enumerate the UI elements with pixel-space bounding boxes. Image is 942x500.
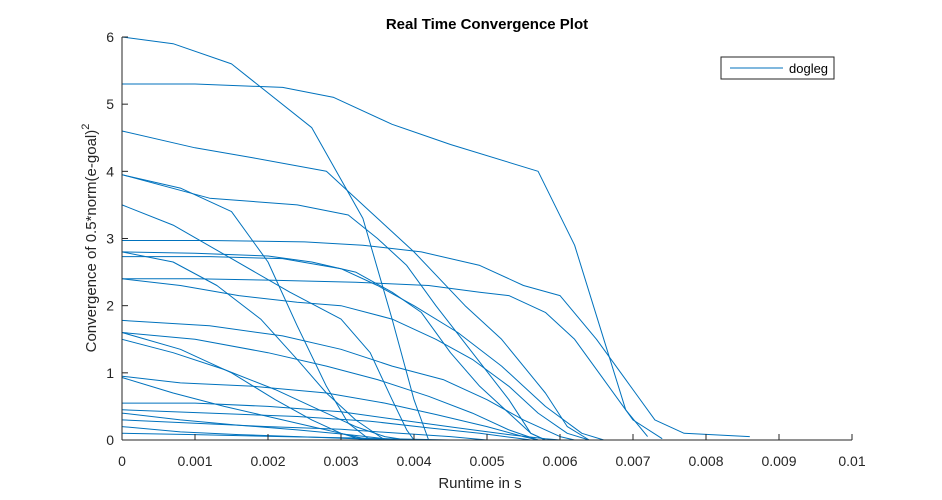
series-line-1 — [121, 36, 430, 441]
series-line-4 — [121, 174, 371, 441]
series-line-3 — [121, 130, 590, 441]
series-line-11 — [122, 278, 663, 440]
x-axis-label: Runtime in s — [438, 475, 521, 492]
legend: dogleg — [720, 56, 835, 80]
y-tick-label: 5 — [106, 96, 114, 112]
series-line-15 — [121, 332, 539, 441]
x-tick-label: 0.009 — [761, 453, 796, 469]
y-axis-label: Convergence of 0.5*norm(e-goal)2 — [80, 124, 100, 353]
series-line-17 — [121, 375, 539, 441]
series-line-8 — [121, 251, 386, 441]
series-line-2 — [122, 83, 648, 437]
series-line-13 — [121, 319, 575, 441]
series-line-12 — [121, 278, 590, 441]
x-tick-label: 0.007 — [615, 453, 650, 469]
series-line-5 — [121, 174, 546, 441]
series-line-18 — [121, 377, 371, 441]
x-tick-label: 0.002 — [250, 453, 285, 469]
y-tick-label: 3 — [106, 231, 114, 247]
y-tick-label: 4 — [106, 163, 114, 179]
chart-title: Real Time Convergence Plot — [386, 16, 588, 33]
series-layer — [121, 36, 750, 441]
series-line-9 — [121, 251, 546, 441]
x-tick-label: 0.01 — [838, 453, 865, 469]
series-line-20 — [121, 409, 531, 441]
x-tick-label: 0.001 — [177, 453, 212, 469]
y-tick-label: 1 — [106, 365, 114, 381]
x-tick-label: 0.004 — [396, 453, 431, 469]
x-tick-label: 0 — [118, 453, 126, 469]
series-line-19 — [122, 402, 561, 441]
series-line-22 — [121, 419, 488, 441]
y-axis-label-superscript: 2 — [80, 124, 92, 130]
x-tick-label: 0.006 — [542, 453, 577, 469]
series-line-16 — [121, 338, 407, 441]
x-ticks: 0 0.001 0.002 0.003 0.004 0.005 0.006 0.007 0.00… — [118, 434, 866, 469]
x-tick-label: 0.008 — [688, 453, 723, 469]
y-axis-label-main: Convergence of 0.5*norm(e-goal) — [83, 130, 100, 353]
y-tick-label: 2 — [106, 298, 114, 314]
series-line-10 — [122, 256, 604, 441]
y-tick-label: 6 — [106, 29, 114, 45]
legend-label: dogleg — [789, 61, 828, 76]
x-tick-label: 0.005 — [469, 453, 504, 469]
series-line-24 — [121, 432, 451, 441]
x-tick-label: 0.003 — [323, 453, 358, 469]
plot-area — [122, 37, 852, 440]
y-ticks: 0 1 2 3 4 5 6 — [106, 29, 128, 448]
series-line-7 — [122, 240, 750, 438]
y-tick-label: 0 — [106, 432, 114, 448]
